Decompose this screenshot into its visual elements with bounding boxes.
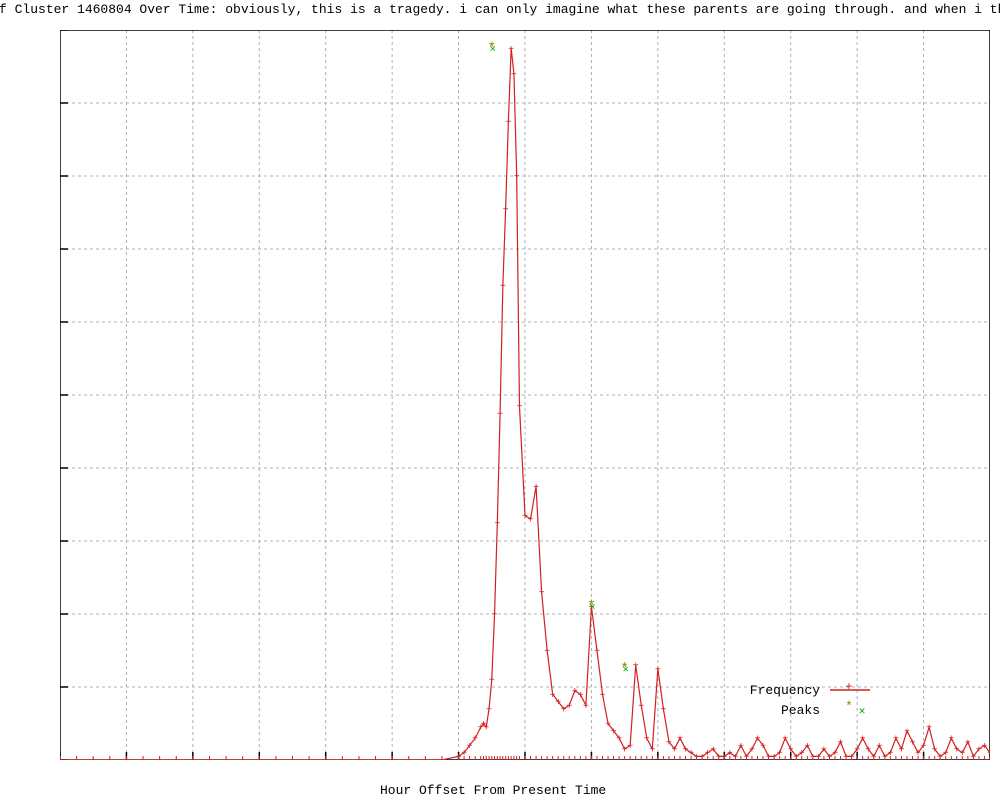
peak-markers[interactable]: *✕*✕*✕ <box>487 40 629 678</box>
svg-text:+: + <box>627 742 633 753</box>
svg-text:+: + <box>500 282 506 293</box>
svg-text:+: + <box>60 757 63 761</box>
legend: + Frequency * ✕ Peaks <box>750 680 870 718</box>
svg-text:✕: ✕ <box>623 665 629 676</box>
svg-text:+: + <box>583 702 589 713</box>
svg-text:+: + <box>782 735 788 746</box>
x-axis-label: Hour Offset From Present Time <box>380 783 606 798</box>
svg-text:+: + <box>959 749 965 760</box>
svg-text:+: + <box>893 735 899 746</box>
svg-text:+: + <box>240 757 246 761</box>
svg-text:+: + <box>494 519 500 530</box>
svg-text:+: + <box>616 735 622 746</box>
svg-text:+: + <box>948 735 954 746</box>
svg-text:+: + <box>638 702 644 713</box>
svg-text:+: + <box>838 738 844 749</box>
svg-text:+: + <box>422 757 428 761</box>
svg-text:+: + <box>74 757 80 761</box>
svg-text:+: + <box>738 742 744 753</box>
svg-text:+: + <box>749 746 755 757</box>
svg-text:+: + <box>921 742 927 753</box>
svg-text:+: + <box>832 749 838 760</box>
svg-text:+: + <box>898 746 904 757</box>
svg-text:+: + <box>157 757 163 761</box>
svg-text:+: + <box>909 738 915 749</box>
svg-text:+: + <box>483 724 489 735</box>
svg-text:+: + <box>508 45 514 56</box>
legend-frequency-label[interactable]: Frequency <box>750 683 820 698</box>
svg-text:+: + <box>173 757 179 761</box>
svg-text:+: + <box>649 746 655 757</box>
svg-text:+: + <box>90 757 96 761</box>
svg-text:+: + <box>887 749 893 760</box>
legend-frequency-marker-glyph: + <box>845 680 852 694</box>
svg-text:+: + <box>514 173 520 184</box>
svg-text:+: + <box>140 757 146 761</box>
svg-text:+: + <box>732 753 738 760</box>
svg-text:+: + <box>190 757 196 761</box>
svg-text:+: + <box>306 757 312 761</box>
legend-peaks-label[interactable]: Peaks <box>781 703 820 718</box>
svg-text:+: + <box>965 738 971 749</box>
svg-text:+: + <box>289 757 295 761</box>
svg-text:+: + <box>486 705 492 716</box>
svg-text:+: + <box>871 753 877 760</box>
svg-text:+: + <box>323 757 329 761</box>
svg-text:+: + <box>206 757 212 761</box>
svg-text:+: + <box>943 749 949 760</box>
svg-text:+: + <box>492 611 498 622</box>
svg-text:+: + <box>533 483 539 494</box>
svg-text:+: + <box>987 749 990 760</box>
svg-text:+: + <box>777 749 783 760</box>
svg-text:+: + <box>577 691 583 702</box>
svg-text:+: + <box>655 665 661 676</box>
svg-text:+: + <box>511 70 517 81</box>
svg-text:+: + <box>123 757 129 761</box>
svg-text:+: + <box>594 647 600 658</box>
svg-text:+: + <box>660 705 666 716</box>
svg-text:+: + <box>644 735 650 746</box>
svg-text:+: + <box>804 742 810 753</box>
svg-text:+: + <box>566 702 572 713</box>
svg-text:+: + <box>904 727 910 738</box>
svg-text:+: + <box>633 662 639 673</box>
svg-text:+: + <box>107 757 113 761</box>
svg-text:+: + <box>599 691 605 702</box>
svg-text:+: + <box>516 402 522 413</box>
svg-text:+: + <box>539 589 545 600</box>
svg-text:+: + <box>439 757 445 761</box>
svg-text:✕: ✕ <box>589 603 595 614</box>
svg-text:+: + <box>505 118 511 129</box>
svg-text:+: + <box>926 724 932 735</box>
plot-area: -336-312-288-264-240-216-192-168-144-120… <box>60 30 990 760</box>
chart-title: ncy of Cluster 1460804 Over Time: obviou… <box>0 2 1000 17</box>
svg-text:+: + <box>339 757 345 761</box>
svg-text:+: + <box>760 742 766 753</box>
svg-text:+: + <box>544 647 550 658</box>
svg-text:+: + <box>854 746 860 757</box>
svg-text:+: + <box>356 757 362 761</box>
legend-peaks-marker-inner: ✕ <box>859 706 866 718</box>
svg-text:+: + <box>497 410 503 421</box>
svg-text:+: + <box>472 735 478 746</box>
svg-text:✕: ✕ <box>490 44 496 55</box>
svg-text:+: + <box>671 746 677 757</box>
svg-text:+: + <box>489 676 495 687</box>
gridlines <box>60 30 990 760</box>
legend-peaks-marker-outer: * <box>845 699 853 714</box>
svg-text:+: + <box>256 757 262 761</box>
svg-text:+: + <box>528 516 534 527</box>
svg-text:+: + <box>503 205 509 216</box>
svg-text:+: + <box>389 757 395 761</box>
svg-text:+: + <box>677 735 683 746</box>
svg-text:+: + <box>273 757 279 761</box>
svg-text:+: + <box>406 757 412 761</box>
svg-text:+: + <box>223 757 229 761</box>
svg-text:+: + <box>373 757 379 761</box>
svg-text:+: + <box>860 735 866 746</box>
svg-text:+: + <box>876 742 882 753</box>
